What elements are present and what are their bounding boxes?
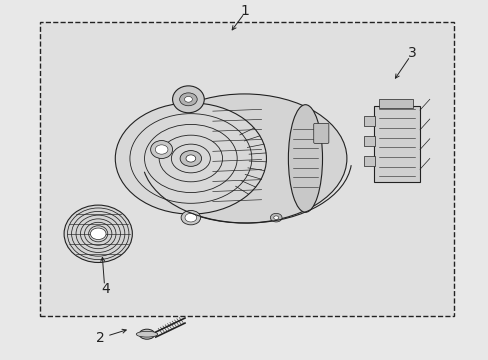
Bar <box>373 107 419 182</box>
Circle shape <box>273 216 278 220</box>
Circle shape <box>184 213 196 222</box>
Text: 4: 4 <box>101 282 110 296</box>
Circle shape <box>184 96 192 102</box>
Bar <box>363 136 374 146</box>
Bar <box>40 22 453 316</box>
Circle shape <box>155 145 167 154</box>
Bar <box>378 99 412 108</box>
Circle shape <box>179 93 197 106</box>
Ellipse shape <box>64 205 132 262</box>
Text: 2: 2 <box>96 331 105 345</box>
Circle shape <box>115 103 266 214</box>
Ellipse shape <box>181 211 200 225</box>
Circle shape <box>270 213 282 222</box>
Ellipse shape <box>150 140 172 158</box>
Text: 3: 3 <box>407 46 416 60</box>
Circle shape <box>180 150 201 166</box>
Ellipse shape <box>136 331 158 337</box>
FancyBboxPatch shape <box>313 123 328 143</box>
Circle shape <box>90 228 106 239</box>
Ellipse shape <box>139 329 155 339</box>
Ellipse shape <box>172 86 204 113</box>
Circle shape <box>185 155 195 162</box>
Bar <box>363 156 374 166</box>
Ellipse shape <box>288 105 322 212</box>
Bar <box>363 116 374 126</box>
Text: 1: 1 <box>240 4 248 18</box>
Ellipse shape <box>142 94 346 223</box>
